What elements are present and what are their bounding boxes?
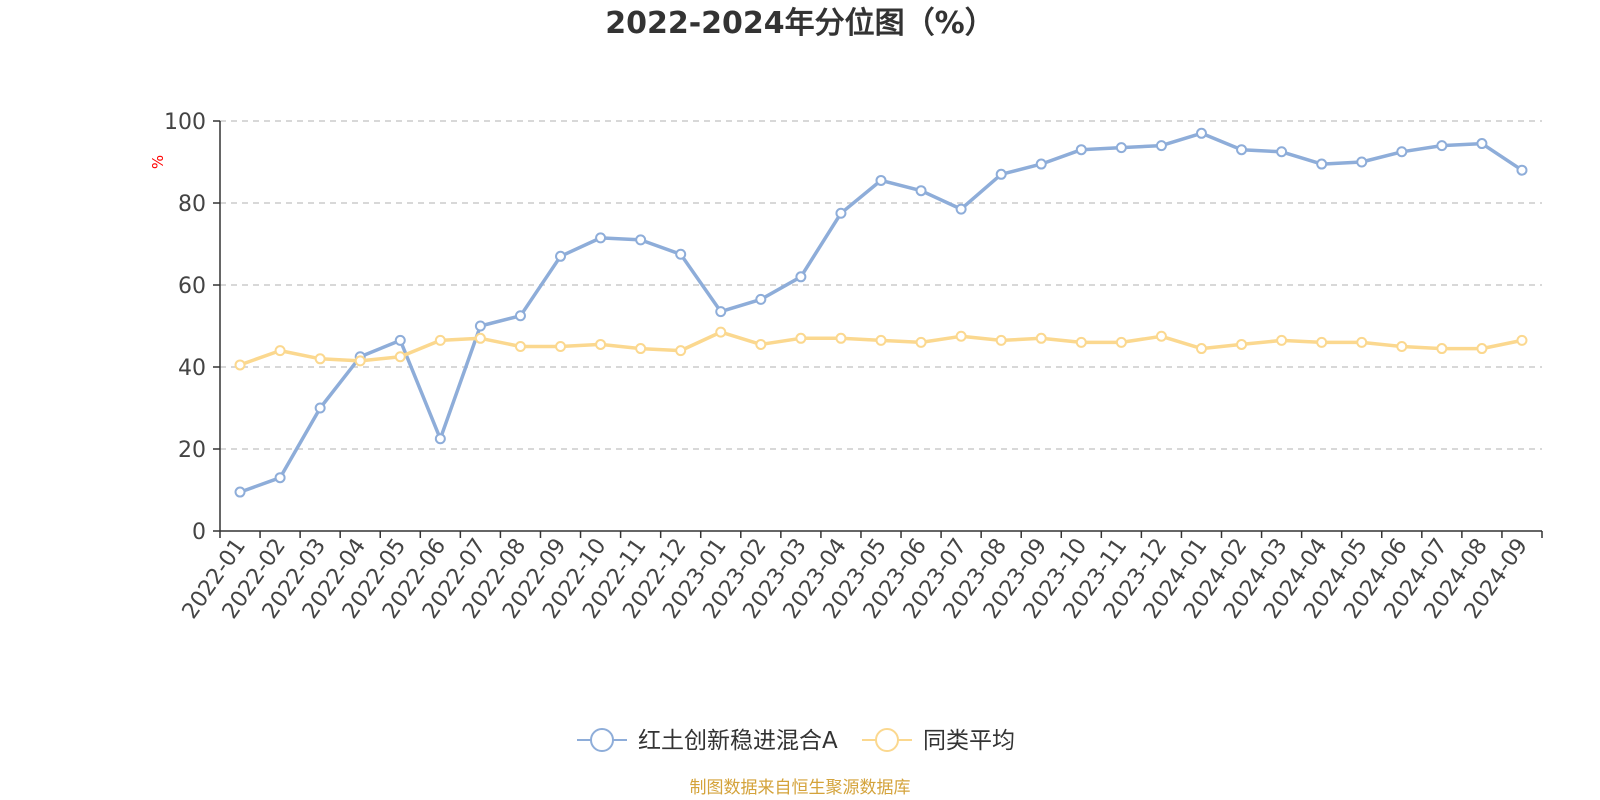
data-point [1276, 334, 1288, 346]
legend-marker-icon [590, 728, 614, 752]
legend-item-1: 红土创新稳进混合A [577, 728, 838, 754]
grid-lines [220, 120, 1542, 450]
data-point [514, 341, 526, 352]
data-point [1155, 140, 1167, 152]
data-point [1035, 158, 1047, 170]
data-point [755, 293, 767, 305]
y-axis: 0 20 40 60 80 100% [149, 110, 221, 545]
data-point [715, 326, 727, 338]
data-point [1436, 140, 1448, 152]
series-line [239, 131, 1523, 494]
data-point [915, 336, 927, 348]
y-axis-label: % [149, 155, 167, 169]
data-point [795, 332, 807, 344]
series-lines [234, 127, 1528, 498]
data-point [675, 345, 687, 357]
data-point [474, 320, 486, 332]
series-1 [234, 127, 1528, 498]
data-point [1316, 336, 1328, 348]
data-point [1516, 164, 1528, 176]
data-point [1195, 127, 1207, 139]
data-point [1075, 336, 1087, 348]
data-point [434, 334, 446, 346]
data-point [1516, 334, 1528, 346]
x-axis: 2022-012022-022022-032022-042022-052022-… [178, 530, 1543, 624]
data-point [1316, 158, 1328, 170]
data-point [394, 351, 406, 363]
data-point [1276, 146, 1288, 158]
data-point [995, 334, 1007, 346]
chart-title: 2022-2024年分位图（%） [605, 6, 995, 41]
data-point [675, 248, 687, 260]
data-point [795, 271, 807, 283]
data-point [1436, 343, 1448, 355]
y-tick-label: 0 [192, 520, 206, 545]
data-point [1115, 142, 1127, 154]
data-point [875, 334, 887, 346]
data-point [595, 338, 607, 350]
data-point [1476, 343, 1488, 355]
data-point [1236, 144, 1248, 156]
data-point [434, 433, 446, 445]
data-point [1236, 338, 1248, 350]
data-point [1195, 343, 1207, 355]
data-point [314, 353, 326, 365]
data-point [555, 250, 567, 262]
data-point [835, 332, 847, 344]
data-point [955, 203, 967, 215]
data-point [514, 310, 526, 322]
data-point [635, 234, 647, 246]
data-point [474, 332, 486, 344]
data-point [1035, 332, 1047, 344]
data-point [1396, 341, 1408, 352]
data-point [394, 334, 406, 346]
data-point [995, 168, 1007, 180]
data-point [234, 359, 246, 371]
data-point [715, 306, 727, 318]
data-point [1115, 336, 1127, 348]
y-tick-label: 60 [178, 274, 206, 299]
data-point [555, 341, 567, 352]
legend-label: 红土创新稳进混合A [638, 728, 838, 754]
source-note: 制图数据来自恒生聚源数据库 [689, 778, 911, 798]
data-point [274, 345, 286, 357]
y-tick-label: 20 [178, 438, 206, 463]
data-point [1356, 156, 1368, 168]
y-tick-label: 100 [164, 110, 206, 135]
data-point [955, 330, 967, 342]
y-tick-label: 80 [178, 192, 206, 217]
legend-item-2: 同类平均 [862, 728, 1015, 754]
data-point [234, 486, 246, 498]
data-point [915, 185, 927, 197]
data-point [1155, 330, 1167, 342]
data-point [595, 232, 607, 244]
legend-label: 同类平均 [923, 728, 1015, 754]
data-point [635, 343, 647, 355]
data-point [314, 402, 326, 414]
data-point [755, 338, 767, 350]
data-point [1476, 138, 1488, 150]
data-point [1075, 144, 1087, 156]
legend-marker-icon [875, 728, 899, 752]
series-2 [234, 326, 1528, 371]
legend: 红土创新稳进混合A 同类平均 [577, 728, 1015, 754]
data-point [875, 174, 887, 186]
data-point [1356, 336, 1368, 348]
y-tick-label: 40 [178, 356, 206, 381]
data-point [274, 472, 286, 484]
data-point [835, 207, 847, 219]
data-point [1396, 146, 1408, 158]
data-point [354, 355, 366, 367]
